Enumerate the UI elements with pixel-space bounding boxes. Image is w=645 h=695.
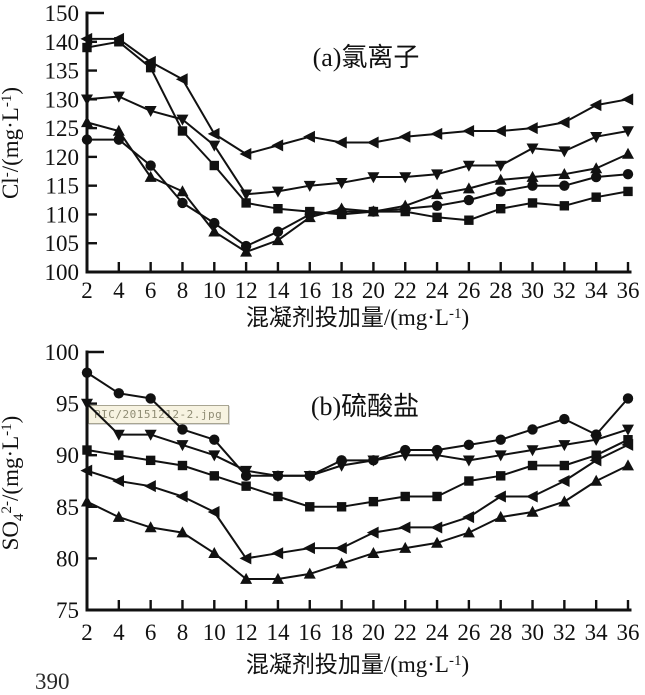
svg-text:135: 135: [45, 59, 80, 84]
svg-text:75: 75: [56, 598, 79, 623]
svg-text:28: 28: [489, 278, 512, 303]
y-axis-label: Cl-/(mg·L-1): [0, 87, 23, 199]
svg-text:34: 34: [585, 620, 609, 645]
svg-text:140: 140: [45, 30, 80, 55]
series-circle: [81, 367, 634, 482]
svg-text:85: 85: [56, 495, 79, 520]
svg-text:20: 20: [362, 620, 385, 645]
svg-text:10: 10: [203, 278, 226, 303]
svg-text:4: 4: [113, 278, 125, 303]
svg-text:36: 36: [617, 278, 640, 303]
svg-text:2: 2: [81, 278, 93, 303]
axes: [85, 350, 632, 612]
x-tick-labels: 2 4 6 8 10 12 14 16 18 20 22 24 26 28 30 32 34 36: [81, 278, 639, 303]
svg-text:100: 100: [45, 260, 80, 285]
svg-text:95: 95: [56, 392, 79, 417]
y-axis-label: SO42-/(mg·L-1): [0, 416, 27, 551]
series-triangle-up: [81, 459, 634, 584]
svg-text:32: 32: [553, 278, 576, 303]
svg-text:110: 110: [45, 202, 79, 227]
chart-title: (b)硫酸盐: [311, 392, 419, 421]
ticks: [85, 350, 630, 612]
svg-text:14: 14: [266, 620, 290, 645]
svg-text:24: 24: [426, 620, 450, 645]
svg-text:20: 20: [362, 278, 385, 303]
svg-text:12: 12: [235, 620, 258, 645]
svg-text:18: 18: [330, 620, 353, 645]
svg-text:150: 150: [45, 1, 80, 26]
series-triangle-down: [81, 91, 634, 201]
svg-text:6: 6: [145, 278, 157, 303]
svg-text:36: 36: [617, 620, 640, 645]
y-tick-labels: 75 80 85 90 95 100: [45, 340, 80, 623]
svg-text:26: 26: [457, 278, 480, 303]
clipped-next-axis-label: 390: [35, 669, 70, 694]
series-triangle-left: [80, 438, 634, 565]
series-circle: [81, 134, 634, 252]
svg-text:8: 8: [177, 620, 189, 645]
svg-text:24: 24: [426, 278, 450, 303]
svg-text:30: 30: [521, 620, 544, 645]
svg-text:22: 22: [394, 620, 417, 645]
svg-text:6: 6: [145, 620, 157, 645]
svg-text:90: 90: [56, 443, 79, 468]
series-triangle-left: [80, 32, 634, 161]
svg-text:12: 12: [235, 278, 258, 303]
svg-text:4: 4: [113, 620, 125, 645]
svg-text:28: 28: [489, 620, 512, 645]
svg-text:16: 16: [298, 620, 321, 645]
svg-text:80: 80: [56, 546, 79, 571]
svg-text:100: 100: [45, 340, 80, 365]
svg-text:16: 16: [298, 278, 321, 303]
series-triangle-up: [81, 116, 634, 257]
y-tick-labels: 100 105 110 115 120 125 130 135 140 150: [45, 1, 80, 285]
svg-text:26: 26: [457, 620, 480, 645]
svg-text:8: 8: [177, 278, 189, 303]
series-square: [82, 435, 633, 512]
svg-text:18: 18: [330, 278, 353, 303]
svg-text:125: 125: [45, 116, 80, 141]
svg-text:14: 14: [266, 278, 290, 303]
svg-text:120: 120: [45, 145, 80, 170]
x-axis-label: 混凝剂投加量/(mg·L-1): [246, 652, 469, 677]
svg-text:130: 130: [45, 87, 80, 112]
svg-text:115: 115: [45, 174, 79, 199]
svg-text:34: 34: [585, 278, 609, 303]
svg-text:10: 10: [203, 620, 226, 645]
svg-text:105: 105: [45, 231, 80, 256]
svg-text:32: 32: [553, 620, 576, 645]
series-triangle-down: [81, 398, 634, 483]
x-tick-labels: 2 4 6 8 10 12 14 16 18 20 22 24 26 28 30 32 34 36: [81, 620, 639, 645]
watermark-tooltip: PIC/20151212-2.jpg: [88, 405, 230, 424]
svg-text:22: 22: [394, 278, 417, 303]
x-axis-label: 混凝剂投加量/(mg·L-1): [246, 305, 469, 330]
svg-text:30: 30: [521, 278, 544, 303]
chart-title: (a)氯离子: [313, 43, 420, 72]
svg-text:2: 2: [81, 620, 93, 645]
